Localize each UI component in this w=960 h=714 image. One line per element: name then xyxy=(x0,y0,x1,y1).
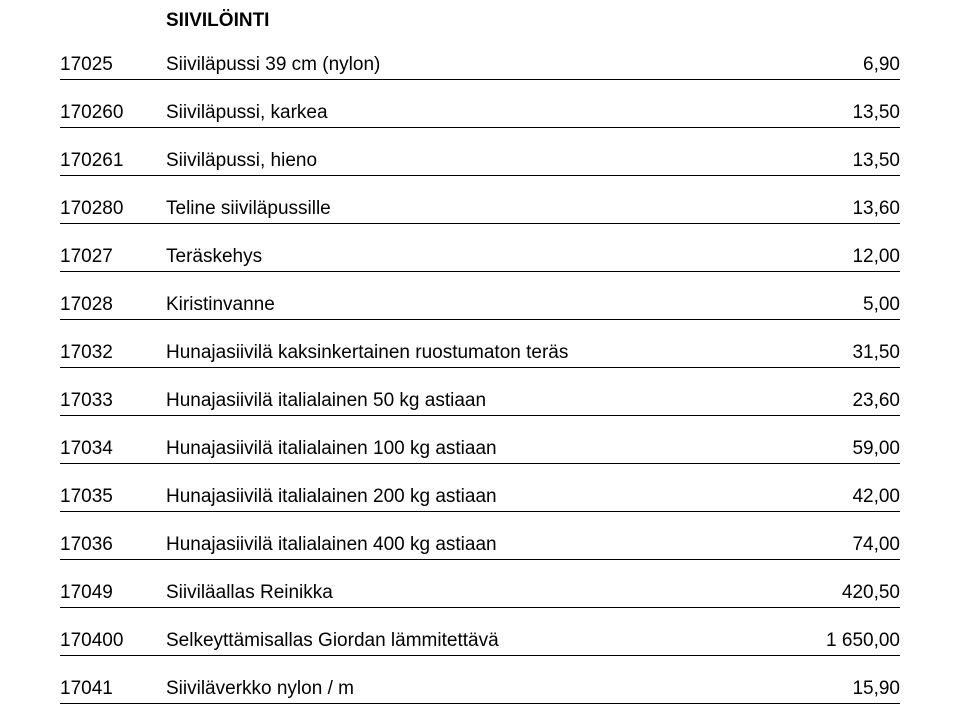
item-price: 12,00 xyxy=(832,246,900,268)
item-code: 17034 xyxy=(60,438,166,461)
price-row: 17034 Hunajasiivilä italialainen 100 kg … xyxy=(60,438,900,464)
price-row: 17028 Kiristinvanne 5,00 xyxy=(60,294,900,320)
item-price: 1 650,00 xyxy=(806,630,900,652)
item-desc: Siiviläpussi 39 cm (nylon) xyxy=(166,54,843,76)
item-code: 17032 xyxy=(60,342,166,365)
item-code: 17041 xyxy=(60,678,166,701)
price-row: 170400 Selkeyttämisallas Giordan lämmite… xyxy=(60,630,900,656)
price-row: 17036 Hunajasiivilä italialainen 400 kg … xyxy=(60,534,900,560)
item-price: 13,50 xyxy=(832,150,900,172)
price-row: 17032 Hunajasiivilä kaksinkertainen ruos… xyxy=(60,342,900,368)
item-desc: Hunajasiivilä italialainen 200 kg astiaa… xyxy=(166,486,832,508)
item-code: 170261 xyxy=(60,150,166,173)
price-row: 17027 Teräskehys 12,00 xyxy=(60,246,900,272)
price-row: 170280 Teline siiviläpussille 13,60 xyxy=(60,198,900,224)
item-code: 17028 xyxy=(60,294,166,317)
item-price: 15,90 xyxy=(832,678,900,700)
item-desc: Hunajasiivilä italialainen 400 kg astiaa… xyxy=(166,534,832,556)
item-desc: Teline siiviläpussille xyxy=(166,198,832,220)
item-desc: Siiviläpussi, karkea xyxy=(166,102,832,124)
item-code: 17033 xyxy=(60,390,166,413)
price-row: 17035 Hunajasiivilä italialainen 200 kg … xyxy=(60,486,900,512)
item-desc: Siiviläpussi, hieno xyxy=(166,150,832,172)
item-price: 6,90 xyxy=(843,54,900,76)
item-code: 170400 xyxy=(60,630,166,653)
item-desc: Teräskehys xyxy=(166,246,832,268)
item-desc: Hunajasiivilä italialainen 100 kg astiaa… xyxy=(166,438,832,460)
item-code: 17036 xyxy=(60,534,166,557)
item-desc: Siiviläverkko nylon / m xyxy=(166,678,832,700)
price-row: 170260 Siiviläpussi, karkea 13,50 xyxy=(60,102,900,128)
item-price: 31,50 xyxy=(832,342,900,364)
item-price: 59,00 xyxy=(832,438,900,460)
price-list-page: SIIVILÖINTI 17025 Siiviläpussi 39 cm (ny… xyxy=(0,0,960,714)
item-price: 420,50 xyxy=(822,582,900,604)
item-price: 23,60 xyxy=(832,390,900,412)
item-price: 13,60 xyxy=(832,198,900,220)
price-row: 170261 Siiviläpussi, hieno 13,50 xyxy=(60,150,900,176)
price-row: 17041 Siiviläverkko nylon / m 15,90 xyxy=(60,678,900,704)
section-title: SIIVILÖINTI xyxy=(166,10,900,32)
price-row: 17049 Siiviläallas Reinikka 420,50 xyxy=(60,582,900,608)
item-code: 17027 xyxy=(60,246,166,269)
item-desc: Kiristinvanne xyxy=(166,294,843,316)
item-desc: Siiviläallas Reinikka xyxy=(166,582,822,604)
item-desc: Selkeyttämisallas Giordan lämmitettävä xyxy=(166,630,806,652)
item-code: 170260 xyxy=(60,102,166,125)
item-price: 42,00 xyxy=(832,486,900,508)
item-price: 74,00 xyxy=(832,534,900,556)
item-desc: Hunajasiivilä italialainen 50 kg astiaan xyxy=(166,390,832,412)
item-code: 17035 xyxy=(60,486,166,509)
price-row: 17033 Hunajasiivilä italialainen 50 kg a… xyxy=(60,390,900,416)
item-price: 13,50 xyxy=(832,102,900,124)
item-desc: Hunajasiivilä kaksinkertainen ruostumato… xyxy=(166,342,832,364)
item-price: 5,00 xyxy=(843,294,900,316)
item-code: 17025 xyxy=(60,54,166,77)
price-row: 17025 Siiviläpussi 39 cm (nylon) 6,90 xyxy=(60,54,900,80)
item-code: 17049 xyxy=(60,582,166,605)
item-code: 170280 xyxy=(60,198,166,221)
